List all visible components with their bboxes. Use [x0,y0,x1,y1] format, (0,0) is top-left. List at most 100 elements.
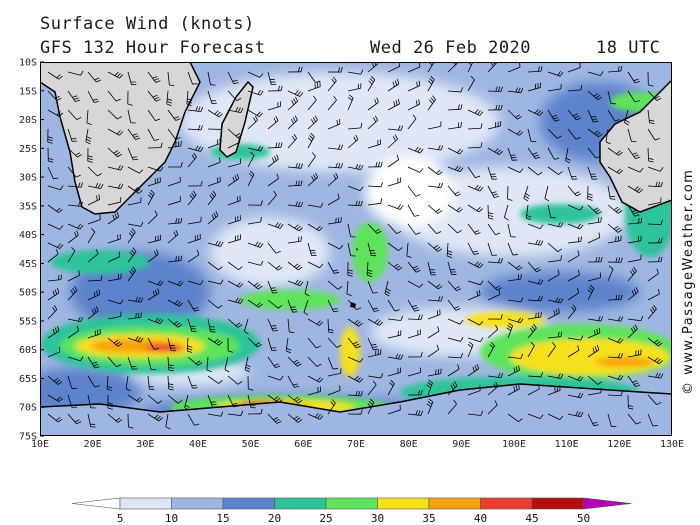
wind-barb [327,217,342,225]
wind-barb [547,128,562,139]
wind-barb [507,383,520,396]
wind-barb [467,363,480,377]
wind-barbs [47,62,664,430]
wind-barb [187,318,197,332]
wind-barb [607,337,624,344]
wind-barb [327,172,339,187]
wind-barb [547,269,560,282]
wind-barb [327,356,338,370]
wind-barb [247,299,263,308]
wind-barb [67,375,77,389]
wind-barb [247,337,262,348]
wind-barb [287,356,302,367]
wind-barb [627,413,641,425]
wind-barb [507,128,524,136]
wind-barb [507,109,522,120]
wind-barb [447,353,463,359]
wind-barb [367,337,379,351]
wind-barb [127,336,144,343]
wind-barb [267,85,283,92]
wind-barb [407,166,424,173]
wind-barb [547,83,562,92]
wind-barb [267,101,281,111]
wind-barb [627,394,634,410]
wind-barb [247,200,263,206]
lat-tick-label: 50S [19,288,37,299]
wind-barb [547,109,560,122]
wind-barb [627,349,642,358]
wind-barb [587,216,602,225]
wind-barb [567,166,578,180]
wind-barb [267,71,277,86]
wind-barb [207,157,221,168]
wind-barb [567,287,580,301]
wind-barb [567,62,581,73]
wind-barb [567,185,582,197]
wind-barb [527,341,535,358]
wind-barb [607,390,623,397]
lon-tick-label: 100E [502,439,526,450]
wind-barb [327,337,342,348]
wind-barb [587,204,602,215]
wind-barb [487,147,504,156]
wind-barb [244,356,251,373]
wind-barb [407,329,421,339]
wind-barb [467,261,484,269]
wind-barb [567,204,584,211]
wind-barb [166,90,173,107]
wind-barb [367,139,381,149]
wind-barb [107,90,121,102]
wind-barb [227,410,244,416]
wind-barb [247,408,263,415]
wind-barb [327,193,340,206]
wind-barb [247,241,264,248]
wind-barb [487,120,502,130]
wind-barb [47,305,58,320]
wind-barb [447,122,462,130]
wind-barb [67,182,84,188]
wind-barb [627,316,644,322]
wind-barb [303,299,309,316]
wind-barb [527,413,544,420]
wind-barb [607,257,623,263]
wind-barb [127,228,136,244]
wind-barb [147,71,161,83]
wind-barb [147,249,159,263]
wind-barb [387,134,398,149]
wind-barb [507,166,524,173]
wind-barb [327,399,336,415]
wind-barb [287,236,302,244]
wind-barb [107,413,123,423]
wind-barb [447,147,464,155]
wind-barb [207,337,223,346]
wind-barb [487,324,499,339]
wind-barb [287,115,298,130]
wind-barb [527,166,543,176]
wind-barb [547,342,556,358]
wind-barb [67,201,84,207]
legend-label: 25 [319,512,332,525]
wind-barb [127,266,137,282]
wind-barb [427,280,443,290]
wind-barb [587,284,595,301]
wind-barb [467,242,479,255]
wind-barb [627,287,639,301]
wind-barb [267,154,279,168]
wind-barb [285,337,292,354]
legend-bin [325,497,378,510]
legend-label: 40 [474,512,487,525]
wind-barb [487,341,495,358]
wind-barb [467,318,484,326]
wind-barb [447,223,462,234]
strong-wind-bands [40,92,672,419]
wind-barb [567,304,577,320]
wind-map[interactable] [40,62,672,436]
wind-barb [627,254,642,263]
wind-barb [304,280,310,297]
wind-barb [307,318,324,326]
lon-tick-label: 60E [294,439,312,450]
wind-barb [47,288,60,301]
wind-barb [527,82,541,92]
wind-barb [47,346,61,358]
wind-barb [467,280,484,286]
